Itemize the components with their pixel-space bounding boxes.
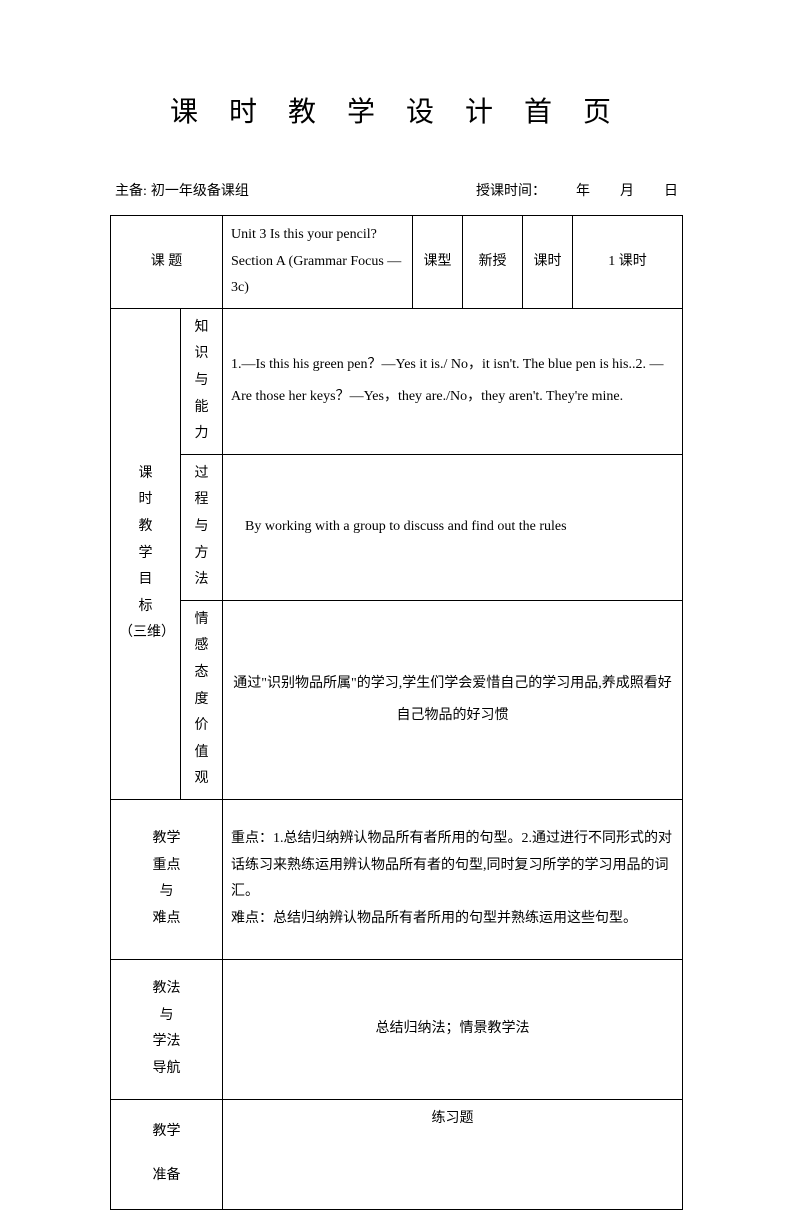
page-title: 课 时 教 学 设 计 首 页 — [0, 0, 793, 130]
row-keypoints: 教学 重点 与 难点 重点：1.总结归纳辨认物品所有者所用的句型。2.通过进行不… — [111, 799, 683, 959]
preparation-label: 教学 准备 — [111, 1099, 223, 1209]
mt-l3: 学法 — [119, 1029, 214, 1056]
row-knowledge: 课 时 教 学 目 标 （三维） 知识 与 能力 1.—Is this his … — [111, 308, 683, 454]
kn-l1: 知识 — [189, 315, 214, 368]
em-l1: 情感 — [189, 607, 214, 660]
mt-l2: 与 — [119, 1003, 214, 1030]
keypoints-label: 教学 重点 与 难点 — [111, 799, 223, 959]
obj-l2: 时 — [119, 487, 172, 514]
kn-l2: 与 — [189, 368, 214, 395]
row-preparation: 教学 准备 练习题 — [111, 1099, 683, 1209]
obj-l6: 标 — [119, 594, 172, 621]
obj-l7: （三维） — [119, 620, 172, 647]
meta-row: 主备: 初一年级备课组 授课时间： 年 月 日 — [0, 130, 793, 215]
kp-l1: 教学 — [119, 826, 214, 853]
type-label: 课型 — [413, 216, 463, 309]
period-value: 1 课时 — [573, 216, 683, 309]
pr-l3: 方法 — [189, 541, 214, 594]
pp-l1: 教学 — [119, 1119, 214, 1146]
keypoints-content: 重点：1.总结归纳辨认物品所有者所用的句型。2.通过进行不同形式的对话练习来熟练… — [223, 799, 683, 959]
obj-l5: 目 — [119, 567, 172, 594]
em-l3: 价值观 — [189, 713, 214, 793]
obj-l4: 学 — [119, 541, 172, 568]
meta-left: 主备: 初一年级备课组 — [115, 180, 249, 200]
topic-value: Unit 3 Is this your pencil? Section A (G… — [223, 216, 413, 309]
emotion-content: 通过"识别物品所属"的学习,学生们学会爱惜自己的学习用品,养成照看好自己物品的好… — [223, 600, 683, 799]
teach-time-label: 授课时间： — [476, 180, 546, 200]
meta-right: 授课时间： 年 月 日 — [476, 180, 678, 200]
day-label: 日 — [664, 180, 678, 200]
knowledge-content: 1.—Is this his green pen？—Yes it is./ No… — [223, 308, 683, 454]
methods-content: 总结归纳法；情景教学法 — [223, 959, 683, 1099]
prepared-by-value: 初一年级备课组 — [151, 180, 249, 200]
pp-l2: 准备 — [119, 1163, 214, 1190]
em-l2: 态度 — [189, 660, 214, 713]
knowledge-label: 知识 与 能力 — [181, 308, 223, 454]
prepared-by-label: 主备: — [115, 180, 147, 200]
emotion-label: 情感 态度 价值观 — [181, 600, 223, 799]
month-label: 月 — [620, 180, 634, 200]
main-table: 课 题 Unit 3 Is this your pencil? Section … — [110, 215, 683, 1210]
row-process: 过程 与 方法 By working with a group to discu… — [111, 454, 683, 600]
topic-label: 课 题 — [111, 216, 223, 309]
process-label: 过程 与 方法 — [181, 454, 223, 600]
period-label: 课时 — [523, 216, 573, 309]
kp-l2: 重点 — [119, 853, 214, 880]
obj-l1: 课 — [119, 461, 172, 488]
row-topic: 课 题 Unit 3 Is this your pencil? Section … — [111, 216, 683, 309]
objectives-label: 课 时 教 学 目 标 （三维） — [111, 308, 181, 799]
pr-l1: 过程 — [189, 461, 214, 514]
methods-label: 教法 与 学法 导航 — [111, 959, 223, 1099]
kp-line1: 重点：1.总结归纳辨认物品所有者所用的句型。2.通过进行不同形式的对话练习来熟练… — [231, 826, 674, 906]
kp-line2: 难点：总结归纳辨认物品所有者所用的句型并熟练运用这些句型。 — [231, 906, 674, 933]
kp-l3: 与 — [119, 879, 214, 906]
obj-l3: 教 — [119, 514, 172, 541]
mt-l1: 教法 — [119, 976, 214, 1003]
preparation-content: 练习题 — [223, 1099, 683, 1209]
kp-l4: 难点 — [119, 906, 214, 933]
kn-l3: 能力 — [189, 395, 214, 448]
process-content: By working with a group to discuss and f… — [223, 454, 683, 600]
pr-l2: 与 — [189, 514, 214, 541]
row-emotion: 情感 态度 价值观 通过"识别物品所属"的学习,学生们学会爱惜自己的学习用品,养… — [111, 600, 683, 799]
row-methods: 教法 与 学法 导航 总结归纳法；情景教学法 — [111, 959, 683, 1099]
mt-l4: 导航 — [119, 1056, 214, 1083]
year-label: 年 — [576, 180, 590, 200]
type-value: 新授 — [463, 216, 523, 309]
